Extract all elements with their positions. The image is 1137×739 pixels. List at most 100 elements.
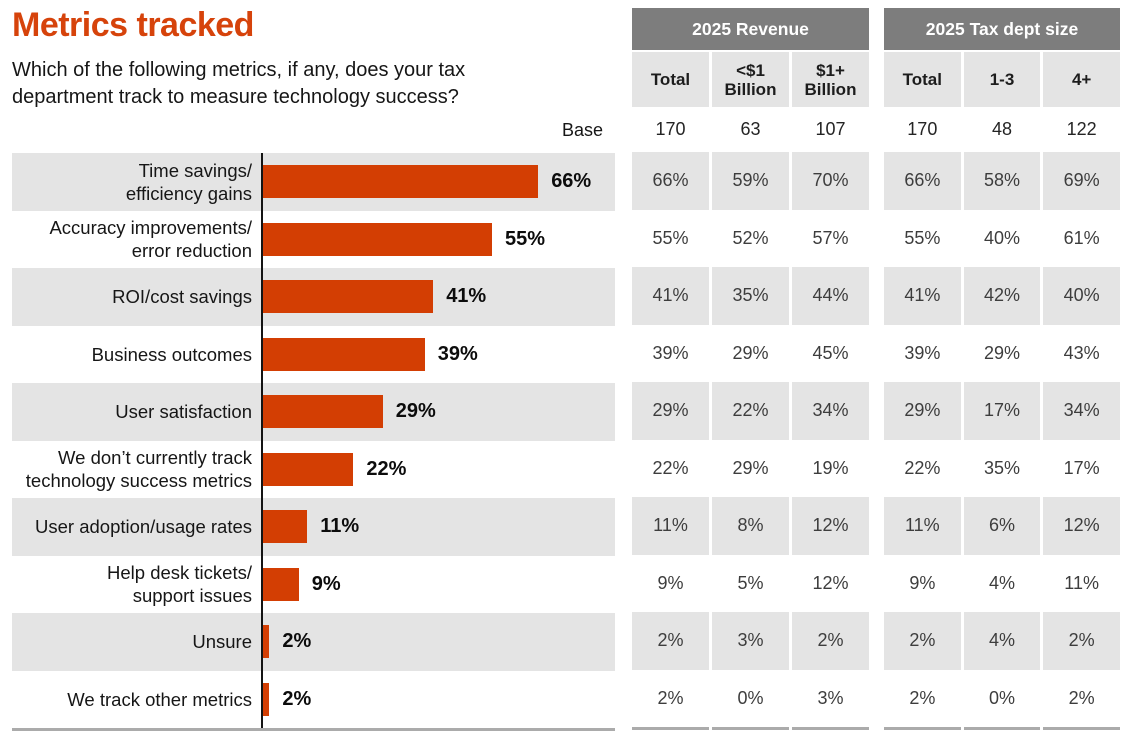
bar-value-label: 2% — [282, 687, 312, 710]
column-header: Total — [632, 52, 709, 107]
tax-dept-table-body: 66% 58% 69% 55% 40% 61% 41% 42% 40% 39% 29% 43% 29% 1… — [884, 152, 1120, 727]
table-cell: 55% — [884, 209, 961, 267]
table-cell: 45% — [792, 324, 869, 382]
table-cell: 40% — [963, 209, 1041, 267]
table-row: 11% 8% 12% — [632, 497, 869, 555]
value-bar — [261, 682, 270, 716]
column-header: 1-3 — [963, 52, 1041, 107]
table-cell: 22% — [632, 439, 709, 497]
table-row: 2% 0% 2% — [884, 669, 1120, 727]
table-cell: 0% — [963, 669, 1041, 727]
table-cell: 4% — [963, 612, 1041, 670]
table-row: 66% 59% 70% — [632, 152, 869, 210]
chart-row: ROI/cost savings 41% — [12, 268, 615, 326]
bar-value-label: 2% — [282, 630, 312, 653]
bottom-border-segment — [884, 727, 961, 730]
revenue-base-row: 170 63 107 — [632, 107, 869, 152]
table-cell: 66% — [632, 152, 709, 210]
value-bar — [261, 510, 308, 544]
table-row: 55% 52% 57% — [632, 209, 869, 267]
table-row: 55% 40% 61% — [884, 209, 1120, 267]
table-cell: 0% — [712, 669, 789, 727]
column-header: 4+ — [1043, 52, 1120, 107]
table-cell: 11% — [884, 497, 961, 555]
table-cell: 70% — [792, 152, 869, 210]
category-label: ROI/cost savings — [112, 286, 252, 308]
table-row: 41% 42% 40% — [884, 267, 1120, 325]
bottom-border-segment — [792, 727, 869, 730]
table-cell: 3% — [792, 669, 869, 727]
bar-track: 22% — [261, 441, 615, 499]
bar-track: 39% — [261, 326, 615, 384]
category-label: Unsure — [192, 631, 252, 653]
chart-bottom-border — [12, 728, 615, 731]
base-value: 48 — [963, 107, 1041, 152]
bar-value-label: 66% — [551, 170, 592, 193]
bar-track: 29% — [261, 383, 615, 441]
bottom-border-segment — [1043, 727, 1120, 730]
column-header: <$1 Billion — [712, 52, 789, 107]
tax-dept-base-row: 170 48 122 — [884, 107, 1120, 152]
bar-track: 41% — [261, 268, 615, 326]
table-cell: 35% — [963, 439, 1041, 497]
bar-value-label: 41% — [446, 285, 487, 308]
bar-track: 9% — [261, 556, 615, 614]
table-row: 22% 29% 19% — [632, 439, 869, 497]
base-value: 63 — [712, 107, 789, 152]
tax-dept-table-bottom-border — [884, 727, 1120, 730]
table-cell: 19% — [792, 439, 869, 497]
table-cell: 29% — [712, 439, 789, 497]
tax-dept-column-headers: Total 1-3 4+ — [884, 52, 1120, 107]
chart-row: Accuracy improvements/ error reduction 55… — [12, 210, 615, 268]
table-cell: 44% — [792, 267, 869, 325]
table-cell: 12% — [792, 497, 869, 555]
table-cell: 22% — [712, 382, 789, 440]
table-cell: 11% — [632, 497, 709, 555]
value-bar — [261, 452, 354, 486]
bar-value-label: 9% — [311, 572, 341, 595]
bar-value-label: 39% — [437, 342, 478, 365]
chart-row: User satisfaction 29% — [12, 383, 615, 441]
base-value: 170 — [884, 107, 961, 152]
chart-row: We don’t currently track technology succ… — [12, 440, 615, 499]
table-row: 66% 58% 69% — [884, 152, 1120, 210]
bar-value-label: 22% — [366, 457, 407, 480]
survey-question: Which of the following metrics, if any, … — [12, 59, 466, 108]
table-cell: 6% — [963, 497, 1041, 555]
bar-chart: Time savings/ efficiency gains 66% Accurac… — [12, 153, 615, 728]
table-cell: 66% — [884, 152, 961, 210]
table-cell: 2% — [884, 612, 961, 670]
value-bar — [261, 395, 383, 429]
table-row: 39% 29% 45% — [632, 324, 869, 382]
table-cell: 41% — [884, 267, 961, 325]
table-cell: 2% — [792, 612, 869, 670]
table-cell: 58% — [963, 152, 1041, 210]
chart-row: Business outcomes 39% — [12, 325, 615, 384]
table-cell: 3% — [712, 612, 789, 670]
category-label: Business outcomes — [91, 343, 252, 365]
bar-track: 2% — [261, 671, 615, 729]
table-cell: 8% — [712, 497, 789, 555]
table-cell: 69% — [1043, 152, 1120, 210]
table-cell: 43% — [1043, 324, 1120, 382]
chart-row: User adoption/usage rates 11% — [12, 498, 615, 556]
value-bar — [261, 280, 434, 314]
revenue-table: 2025 Revenue Total <$1 Billion $1+ Billion… — [632, 8, 869, 730]
value-bar — [261, 337, 425, 371]
table-cell: 42% — [963, 267, 1041, 325]
table-row: 11% 6% 12% — [884, 497, 1120, 555]
value-bar — [261, 567, 299, 601]
revenue-table-bottom-border — [632, 727, 869, 730]
chart-row: We track other metrics 2% — [12, 670, 615, 729]
table-cell: 35% — [712, 267, 789, 325]
page-title: Metrics tracked — [12, 6, 254, 44]
table-row: 41% 35% 44% — [632, 267, 869, 325]
chart-row: Unsure 2% — [12, 613, 615, 671]
table-row: 2% 4% 2% — [884, 612, 1120, 670]
category-label: We track other metrics — [67, 688, 252, 710]
table-row: 9% 5% 12% — [632, 554, 869, 612]
table-cell: 17% — [1043, 439, 1120, 497]
table-cell: 55% — [632, 209, 709, 267]
table-cell: 12% — [792, 554, 869, 612]
